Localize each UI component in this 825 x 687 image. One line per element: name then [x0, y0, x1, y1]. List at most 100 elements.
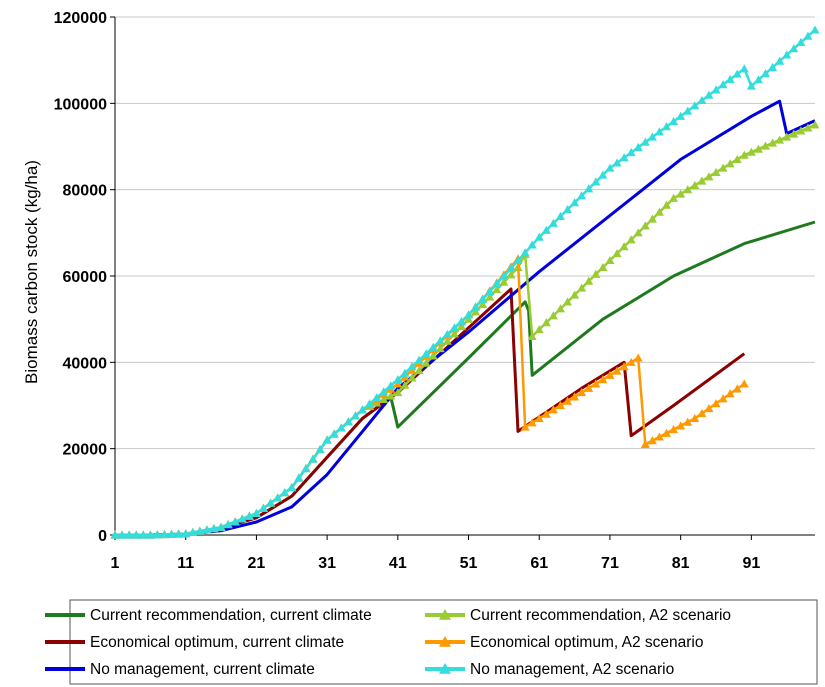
- series-marker: [442, 329, 452, 338]
- axes: [110, 16, 815, 540]
- series-marker: [499, 277, 509, 286]
- series-marker: [732, 384, 742, 393]
- series-marker: [527, 331, 537, 341]
- series-marker: [456, 322, 466, 331]
- series-marker: [796, 126, 806, 135]
- series-marker: [803, 31, 813, 40]
- legend-entry: No management, current climate: [45, 661, 315, 678]
- series-marker: [329, 429, 339, 438]
- series-marker: [619, 153, 629, 162]
- series-marker: [428, 351, 438, 360]
- series-marker: [301, 464, 311, 473]
- series-marker: [683, 106, 693, 115]
- series-marker: [471, 302, 481, 311]
- x-tick-label: 11: [177, 555, 194, 572]
- series-marker: [598, 262, 608, 271]
- series-marker: [739, 64, 749, 73]
- series-marker: [704, 90, 714, 99]
- series-marker: [506, 263, 516, 272]
- series-marker: [718, 163, 728, 172]
- series-marker: [626, 148, 636, 157]
- legend-label: Current recommendation, current climate: [90, 607, 372, 624]
- series-marker: [662, 122, 672, 131]
- series-marker: [195, 526, 205, 535]
- series-marker: [400, 380, 410, 389]
- series-2: [110, 120, 820, 539]
- series-marker: [428, 342, 438, 351]
- series-marker: [548, 218, 558, 227]
- series-marker: [555, 304, 565, 313]
- series-marker: [789, 129, 799, 138]
- series-marker: [640, 439, 650, 448]
- y-axis-label: Biomass carbon stock (kg/ha): [22, 160, 41, 384]
- series-marker: [152, 530, 162, 539]
- series-marker: [230, 517, 240, 526]
- series-group: [110, 25, 820, 539]
- series-marker: [541, 225, 551, 234]
- series-marker: [145, 530, 155, 539]
- series-marker: [251, 508, 261, 518]
- series-marker: [591, 177, 601, 186]
- series-marker: [159, 529, 169, 539]
- series-marker: [711, 167, 721, 176]
- series-marker: [697, 409, 707, 418]
- series-marker: [789, 44, 799, 53]
- series-marker: [520, 422, 530, 431]
- series-marker: [386, 391, 396, 400]
- series-marker: [633, 228, 643, 237]
- series-marker: [633, 142, 643, 151]
- series-marker: [683, 417, 693, 426]
- series-marker: [506, 270, 516, 279]
- series-marker: [534, 232, 544, 241]
- series-marker: [555, 401, 565, 410]
- series-marker: [584, 276, 594, 285]
- series-marker: [336, 423, 346, 432]
- series-marker: [471, 307, 481, 316]
- series-marker: [534, 413, 544, 423]
- series-line: [115, 287, 746, 537]
- series-marker: [612, 249, 622, 258]
- y-tick-label: 40000: [63, 355, 108, 372]
- series-marker: [520, 248, 530, 257]
- series-marker: [704, 172, 714, 181]
- x-tick-label: 81: [672, 555, 690, 572]
- series-marker: [188, 527, 198, 537]
- series-marker: [584, 383, 594, 392]
- series-marker: [287, 483, 297, 492]
- x-tick-label: 91: [742, 555, 760, 572]
- series-marker: [598, 170, 608, 179]
- series-marker: [640, 221, 650, 230]
- legend-entry: Current recommendation, current climate: [45, 607, 372, 624]
- series-marker: [640, 137, 650, 146]
- series-marker: [725, 74, 735, 83]
- legend-marker: [439, 663, 451, 674]
- series-marker: [548, 311, 558, 320]
- series-marker: [379, 394, 389, 404]
- series-marker: [654, 207, 664, 216]
- series-marker: [541, 318, 551, 327]
- series-marker: [492, 279, 502, 288]
- series-marker: [414, 355, 424, 364]
- series-marker: [365, 399, 375, 408]
- legend-label: No management, A2 scenario: [470, 661, 674, 678]
- series-marker: [676, 421, 686, 430]
- series-marker: [782, 50, 792, 59]
- legend-entry: No management, A2 scenario: [425, 661, 674, 678]
- series-marker: [732, 154, 742, 164]
- series-marker: [753, 144, 763, 153]
- series-marker: [690, 413, 700, 423]
- series-marker: [768, 62, 778, 71]
- series-marker: [223, 519, 233, 529]
- legend-label: No management, current climate: [90, 661, 315, 678]
- series-marker: [485, 292, 495, 301]
- x-tick-label: 31: [318, 555, 336, 572]
- series-marker: [442, 336, 452, 345]
- x-tick-label: 41: [389, 555, 407, 572]
- series-marker: [478, 294, 488, 303]
- series-marker: [435, 336, 445, 345]
- series-marker: [753, 75, 763, 84]
- series-marker: [343, 417, 353, 426]
- series-marker: [216, 522, 226, 531]
- series-marker: [711, 85, 721, 94]
